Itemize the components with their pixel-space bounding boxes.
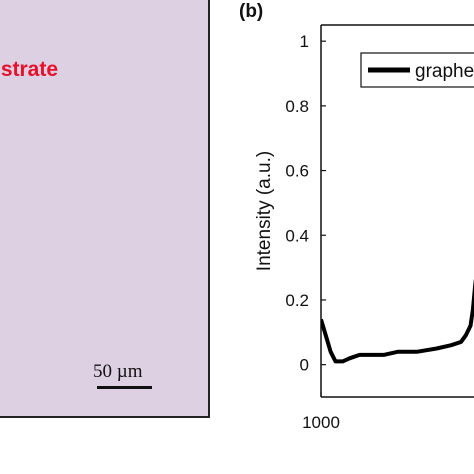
scale-bar <box>97 386 152 389</box>
y-axis-label: Intensity (a.u.) <box>254 151 275 271</box>
scale-bar-label: 50 µm <box>93 361 143 382</box>
y-tick-label: 0 <box>300 356 309 375</box>
x-tick-label: 1000 <box>302 413 340 432</box>
series-line <box>321 278 474 364</box>
y-tick-label: 1 <box>300 32 309 51</box>
legend-entry: graphe <box>415 61 474 82</box>
panel-b-label: (b) <box>239 1 264 22</box>
optical-micrograph: bstrate 50 µm <box>0 0 210 418</box>
substrate-label: bstrate <box>0 58 59 81</box>
y-tick-label: 0.2 <box>285 291 309 310</box>
y-tick-label: 0.8 <box>285 97 309 116</box>
y-tick-label: 0.6 <box>285 162 309 181</box>
legend: graphe <box>360 52 474 88</box>
y-tick-label: 0.4 <box>285 226 309 245</box>
